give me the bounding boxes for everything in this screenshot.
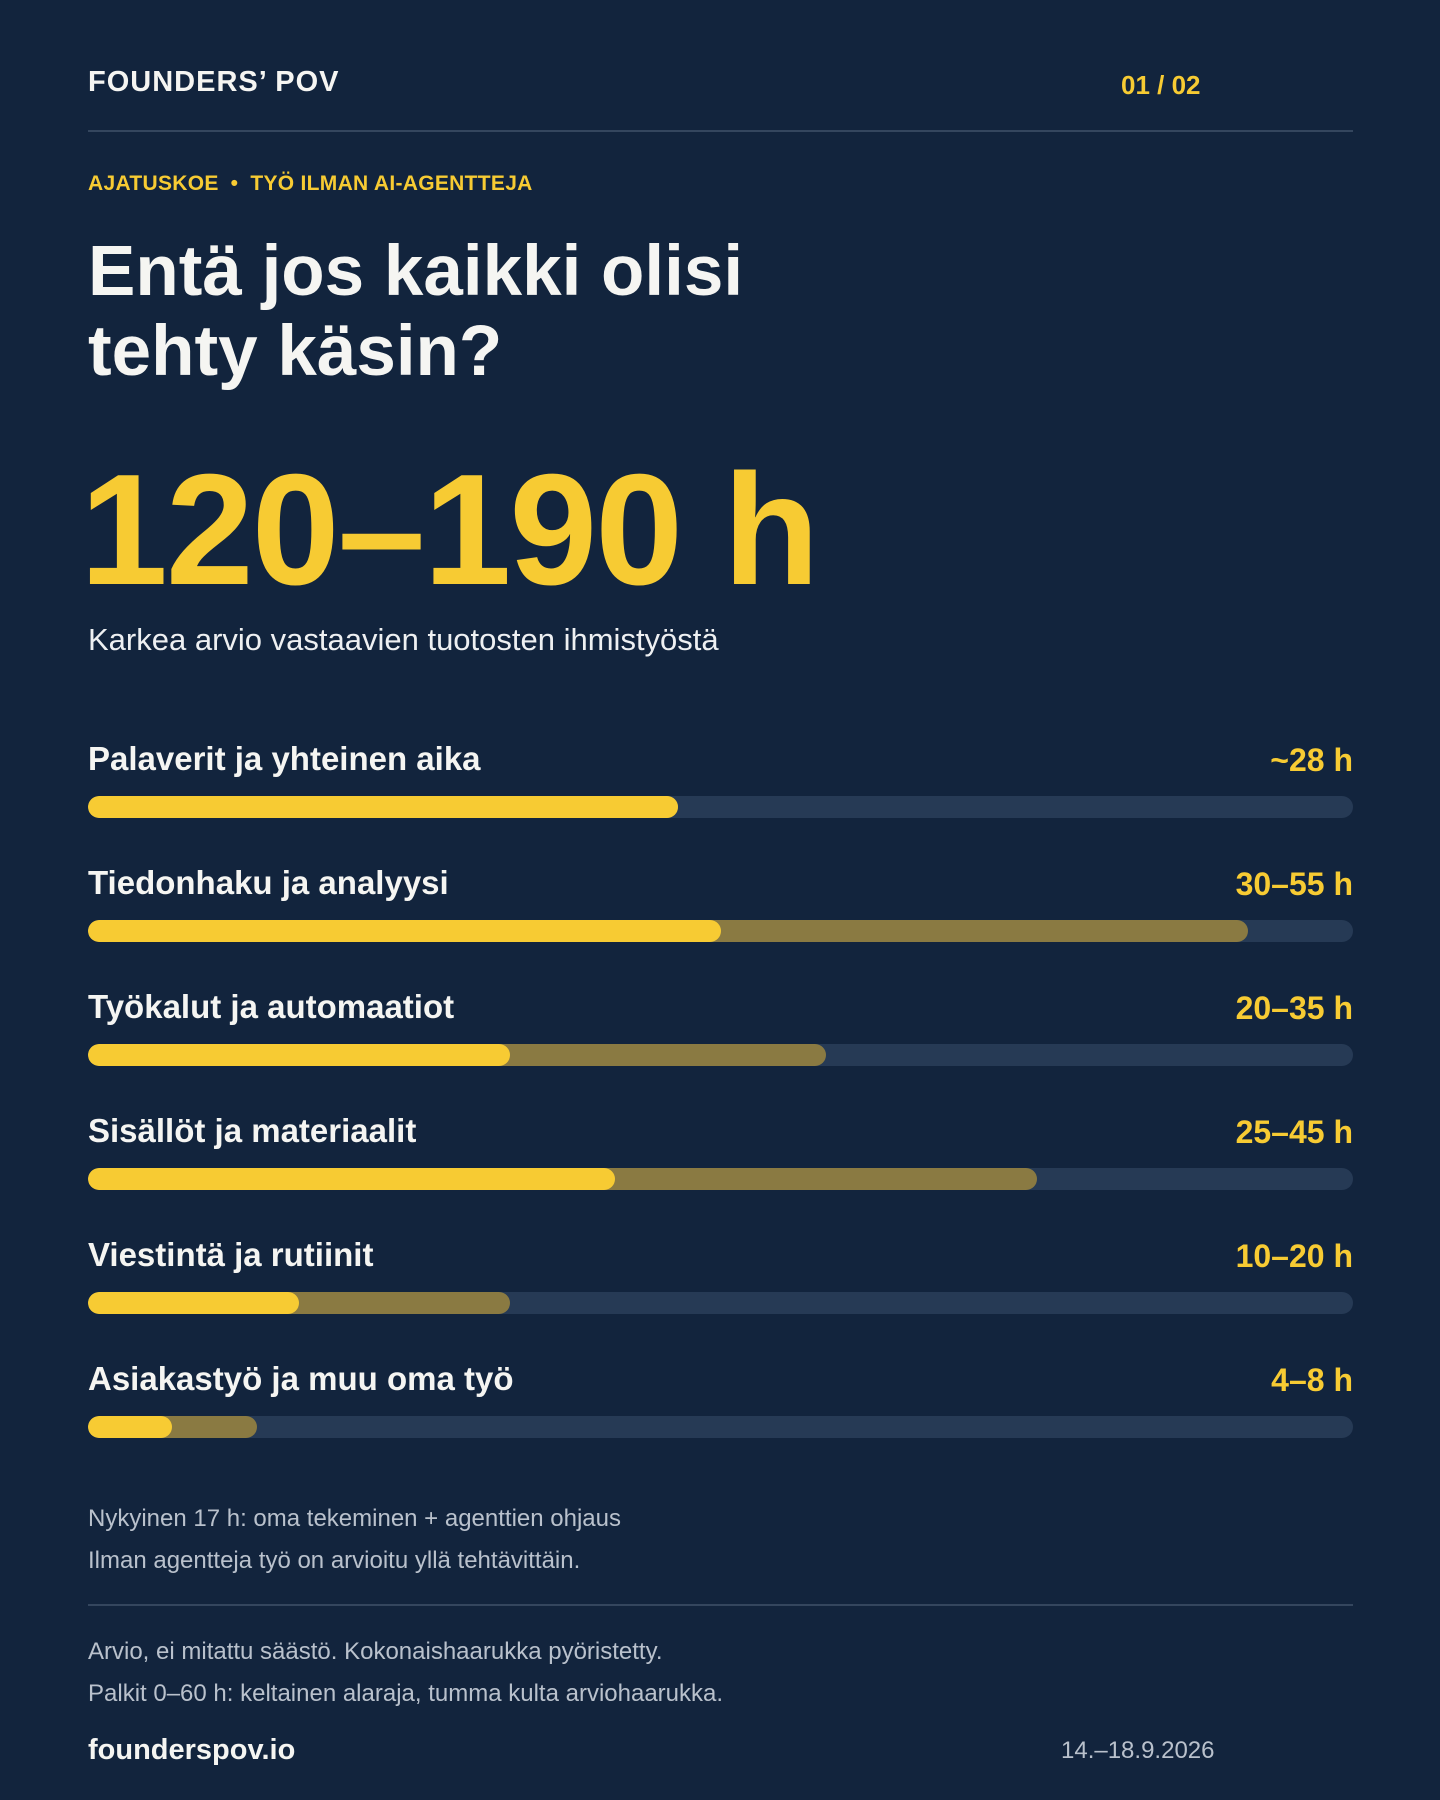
category-value: 4–8 h bbox=[1271, 1362, 1353, 1398]
note-estimate-basis: Ilman agentteja työ on arvioitu yllä teh… bbox=[88, 1547, 581, 1574]
category-value: 25–45 h bbox=[1235, 1114, 1353, 1150]
category-bar-track bbox=[88, 1292, 1353, 1314]
category-label: Asiakastyö ja muu oma työ bbox=[88, 1360, 514, 1397]
category-value: 10–20 h bbox=[1235, 1238, 1353, 1274]
category-label: Sisällöt ja materiaalit bbox=[88, 1112, 417, 1149]
category-bar-low bbox=[88, 1168, 616, 1190]
date-range: 14.–18.9.2026 bbox=[1061, 1737, 1215, 1764]
category-bar-low bbox=[88, 1416, 173, 1438]
category-bar-low bbox=[88, 1044, 510, 1066]
eyebrow: AJATUSKOE • TYÖ ILMAN AI-AGENTTEJA bbox=[88, 172, 533, 196]
footer-divider bbox=[88, 1604, 1353, 1606]
eyebrow-left: AJATUSKOE bbox=[88, 172, 219, 195]
category-label: Palaverit ja yhteinen aika bbox=[88, 740, 481, 777]
note-disclaimer: Arvio, ei mitattu säästö. Kokonaishaaruk… bbox=[88, 1638, 663, 1665]
category-bar-track bbox=[88, 1168, 1353, 1190]
note-bar-legend: Palkit 0–60 h: keltainen alaraja, tumma … bbox=[88, 1680, 724, 1707]
headline-line-2: tehty käsin? bbox=[88, 312, 503, 391]
header-divider bbox=[88, 130, 1353, 132]
category-label: Työkalut ja automaatiot bbox=[88, 988, 455, 1025]
category-bar-track bbox=[88, 920, 1353, 942]
category-bar-track bbox=[88, 1416, 1353, 1438]
brand-title: FOUNDERS’ POV bbox=[88, 66, 340, 98]
eyebrow-right: TYÖ ILMAN AI-AGENTTEJA bbox=[250, 172, 533, 195]
category-bar-low bbox=[88, 1292, 299, 1314]
category-bar-track bbox=[88, 1044, 1353, 1066]
category-label: Tiedonhaku ja analyysi bbox=[88, 864, 449, 901]
category-label: Viestintä ja rutiinit bbox=[88, 1236, 374, 1273]
headline: Entä jos kaikki olisi tehty käsin? bbox=[88, 232, 743, 392]
total-caption: Karkea arvio vastaavien tuotosten ihmist… bbox=[88, 622, 719, 657]
category-value: 20–35 h bbox=[1235, 990, 1353, 1026]
category-bar-low bbox=[88, 920, 721, 942]
category-value: 30–55 h bbox=[1235, 866, 1353, 902]
eyebrow-separator: • bbox=[230, 172, 239, 195]
headline-line-1: Entä jos kaikki olisi bbox=[88, 232, 744, 311]
total-hours: 120–190 h bbox=[80, 442, 820, 618]
category-value: ~28 h bbox=[1270, 742, 1353, 778]
website-link[interactable]: founderspov.io bbox=[88, 1734, 296, 1766]
note-current-hours: Nykyinen 17 h: oma tekeminen + agenttien… bbox=[88, 1505, 622, 1532]
category-bar-low bbox=[88, 796, 679, 818]
category-bar-track bbox=[88, 796, 1353, 818]
page-indicator: 01 / 02 bbox=[1121, 70, 1201, 100]
